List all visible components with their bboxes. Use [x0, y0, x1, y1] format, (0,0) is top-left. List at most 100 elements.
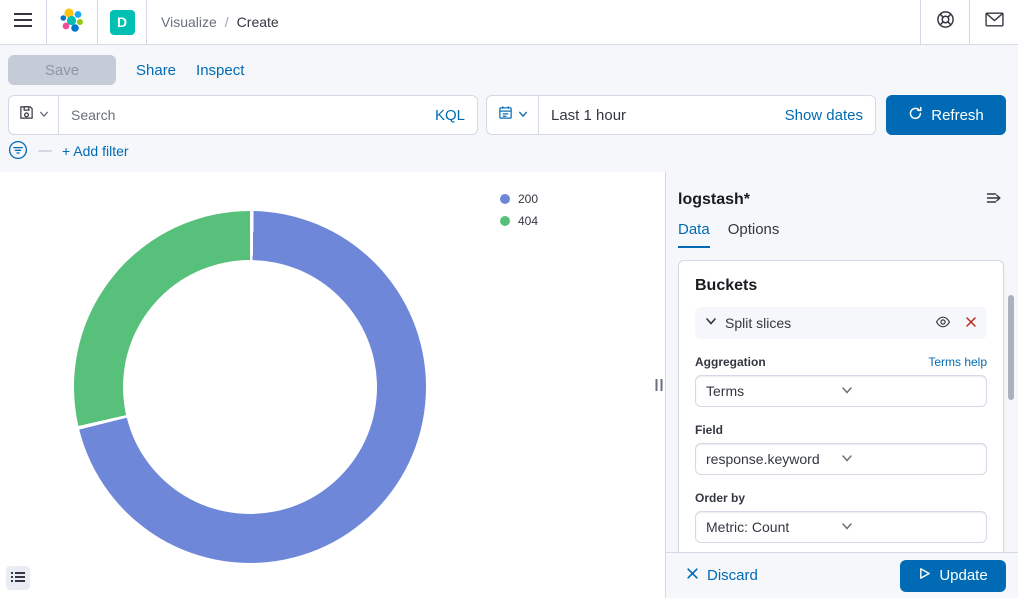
- divider: [146, 0, 147, 44]
- chevron-down-icon: [705, 314, 717, 332]
- inspect-link[interactable]: Inspect: [196, 61, 245, 79]
- legend-item[interactable]: 404: [500, 214, 538, 228]
- envelope-icon: [984, 12, 1004, 32]
- split-slices-accordion[interactable]: Split slices: [695, 307, 987, 339]
- time-range-value[interactable]: Last 1 hour: [551, 106, 627, 124]
- legend-swatch: [500, 216, 510, 226]
- chart-area: 200 404: [0, 172, 652, 598]
- buckets-card: Buckets Split slices: [678, 260, 1004, 552]
- aggregation-value: Terms: [706, 383, 745, 399]
- update-label: Update: [939, 567, 988, 584]
- collapse-panel-button[interactable]: [986, 190, 1002, 209]
- vis-editor-panel: logstash* Data Options: [666, 172, 1018, 598]
- divider: [97, 0, 98, 44]
- order-by-select[interactable]: Metric: Count: [695, 511, 987, 543]
- breadcrumb-visualize[interactable]: Visualize: [161, 14, 217, 30]
- order-by-group: Order by Metric: Count: [695, 491, 987, 543]
- lifebuoy-help-icon: [936, 10, 955, 34]
- query-bar: KQL Last 1 hour Show dates: [8, 95, 1006, 135]
- eye-icon: [935, 314, 951, 333]
- main-content: 200 404: [0, 172, 1018, 598]
- tab-data[interactable]: Data: [678, 221, 710, 248]
- field-group: Field response.keyword: [695, 423, 987, 475]
- visualize-toolbar: Save Share Inspect: [0, 45, 1018, 95]
- legend-label: 200: [518, 192, 539, 206]
- split-slices-label: Split slices: [725, 315, 792, 331]
- saved-query-button[interactable]: [8, 95, 58, 135]
- panel-tabs: Data Options: [666, 221, 1018, 248]
- help-menu-button[interactable]: [921, 0, 969, 44]
- close-icon: [686, 567, 699, 584]
- chevron-down-icon: [841, 519, 976, 535]
- calendar-icon: [498, 105, 513, 125]
- newsfeed-button[interactable]: [970, 0, 1018, 44]
- tab-options[interactable]: Options: [728, 221, 780, 248]
- scrollbar-thumb[interactable]: [1008, 295, 1014, 400]
- filter-circle-icon: [8, 140, 28, 163]
- hamburger-menu-button[interactable]: [0, 0, 46, 44]
- discard-button[interactable]: Discard: [686, 567, 758, 584]
- legend-label: 404: [518, 214, 539, 228]
- chevron-down-icon: [841, 383, 976, 399]
- field-label: Field: [695, 423, 724, 437]
- field-select[interactable]: response.keyword: [695, 443, 987, 475]
- header-bar: D Visualize / Create: [0, 0, 1018, 45]
- toolbars-section: Save Share Inspect KQL: [0, 45, 1018, 172]
- elastic-logo-button[interactable]: [47, 0, 97, 44]
- share-link[interactable]: Share: [136, 61, 177, 79]
- legend-toggle-button[interactable]: [6, 566, 30, 590]
- update-button[interactable]: Update: [900, 559, 1006, 592]
- add-filter-link[interactable]: + Add filter: [62, 143, 129, 159]
- toggle-visibility-button[interactable]: [935, 314, 951, 333]
- index-pattern-title: logstash*: [678, 190, 751, 208]
- show-dates-link[interactable]: Show dates: [785, 107, 875, 124]
- refresh-icon: [908, 106, 923, 125]
- menu-right-icon: [986, 190, 1002, 209]
- chevron-down-icon: [39, 106, 49, 124]
- close-icon: [965, 316, 977, 331]
- donut-chart[interactable]: [74, 211, 426, 563]
- search-box: KQL: [58, 95, 478, 135]
- list-icon: [11, 570, 25, 587]
- play-icon: [918, 567, 931, 584]
- refresh-button[interactable]: Refresh: [886, 95, 1006, 135]
- kql-language-button[interactable]: KQL: [435, 107, 477, 124]
- aggregation-label: Aggregation: [695, 355, 766, 369]
- refresh-label: Refresh: [931, 106, 984, 124]
- panel-resizer[interactable]: [652, 172, 666, 598]
- space-badge: D: [109, 9, 135, 35]
- field-value: response.keyword: [706, 451, 820, 467]
- divider: [46, 0, 47, 44]
- breadcrumb-separator: /: [224, 14, 229, 30]
- remove-bucket-button[interactable]: [965, 316, 977, 331]
- aggregation-select[interactable]: Terms: [695, 375, 987, 407]
- breadcrumb-create: Create: [236, 14, 279, 30]
- chevron-down-icon: [518, 106, 528, 124]
- time-range-box: Last 1 hour Show dates: [538, 95, 876, 135]
- legend-item[interactable]: 200: [500, 192, 538, 206]
- filter-divider: [38, 150, 52, 152]
- order-by-value: Metric: Count: [706, 519, 790, 535]
- panel-footer: Discard Update: [666, 552, 1018, 598]
- buckets-heading: Buckets: [695, 277, 758, 294]
- elastic-logo: [59, 7, 85, 38]
- floppy-save-icon: [19, 105, 34, 125]
- date-quick-select-button[interactable]: [486, 95, 538, 135]
- legend-swatch: [500, 194, 510, 204]
- filter-bar: + Add filter: [0, 135, 1018, 167]
- hamburger-icon: [14, 12, 32, 32]
- resizer-grip-icon: [655, 379, 662, 391]
- terms-help-link[interactable]: Terms help: [928, 355, 987, 369]
- breadcrumb: Visualize / Create: [147, 0, 279, 44]
- chevron-down-icon: [841, 451, 976, 467]
- filter-options-button[interactable]: [8, 140, 28, 163]
- order-by-label: Order by: [695, 491, 746, 505]
- space-selector[interactable]: D: [98, 0, 146, 44]
- aggregation-group: Aggregation Terms help Terms: [695, 355, 987, 407]
- panel-header: logstash*: [666, 172, 1018, 209]
- save-button[interactable]: Save: [8, 55, 116, 85]
- search-input[interactable]: [59, 107, 435, 123]
- discard-label: Discard: [707, 567, 758, 584]
- divider: [920, 0, 921, 44]
